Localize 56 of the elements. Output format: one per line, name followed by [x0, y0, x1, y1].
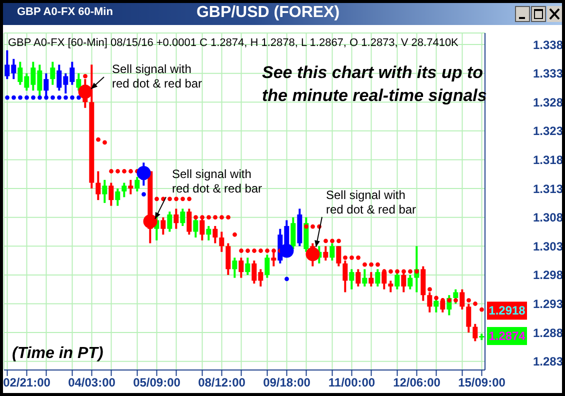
candlestick [96, 170, 101, 202]
candlestick [180, 208, 186, 227]
annotation: 1.2874 [488, 329, 526, 344]
candlestick [245, 256, 250, 276]
candlestick [238, 256, 244, 279]
x-tick-label: 05/09:00 [133, 376, 181, 390]
candlestick [108, 182, 114, 207]
candlestick [174, 208, 179, 230]
candlestick [219, 230, 224, 253]
candlestick [102, 178, 108, 204]
candlestick [122, 182, 127, 198]
candlestick [349, 268, 354, 290]
candlestick [264, 254, 270, 279]
annotation: Sell signal with red dot & red bar [112, 62, 202, 90]
annotation: GBP A0-FX [60-Min] 08/15/16 +0.0001 C 1.2874, H 1.2878, L 1.2867, O 1.2873, V 28.7410K [8, 37, 460, 49]
candlestick [472, 322, 478, 342]
candlestick [226, 242, 231, 276]
candlestick [206, 224, 212, 242]
candlestick [388, 280, 394, 294]
candlestick [271, 250, 276, 268]
candlestick [342, 260, 348, 294]
candlestick [134, 176, 140, 192]
candlestick [401, 271, 406, 294]
candlestick [323, 245, 328, 262]
candlestick [50, 60, 56, 86]
x-tick-label: 08/12:00 [198, 376, 246, 390]
annotation: 1.2918 [488, 304, 526, 318]
candlestick [200, 216, 205, 242]
annotation: Sell signal with red dot & red bar [172, 167, 262, 196]
candlestick [212, 224, 218, 244]
candlestick [336, 245, 342, 268]
x-tick-label: 09/18:00 [263, 376, 311, 390]
candlestick [375, 268, 380, 288]
candlestick [186, 208, 192, 236]
candlestick [382, 268, 387, 290]
x-tick-label: 04/03:00 [68, 376, 116, 390]
candlestick [167, 210, 172, 233]
candlestick [232, 256, 238, 279]
x-tick-label: 02/21:00 [3, 376, 51, 390]
candlestick [290, 216, 296, 250]
candlestick [128, 178, 134, 196]
annotation: Sell signal with red dot & red bar [326, 188, 416, 216]
candlestick [115, 188, 120, 207]
candlestick [368, 271, 374, 288]
annotation: (Time in PT) [12, 345, 104, 362]
candlestick [408, 274, 413, 290]
x-tick-label: 15/09:00 [458, 376, 506, 390]
x-tick-label: 11/00:00 [328, 376, 376, 390]
candlestick [160, 216, 166, 236]
chart-title: GBP/USD (FOREX) [196, 4, 340, 21]
candlestick [76, 72, 82, 92]
x-tick-label: 12/06:00 [393, 376, 441, 390]
candlestick [362, 268, 368, 288]
chart-subtitle: GBP A0-FX 60-Min [17, 6, 113, 18]
candlestick [356, 268, 361, 288]
candlestick [394, 271, 400, 290]
